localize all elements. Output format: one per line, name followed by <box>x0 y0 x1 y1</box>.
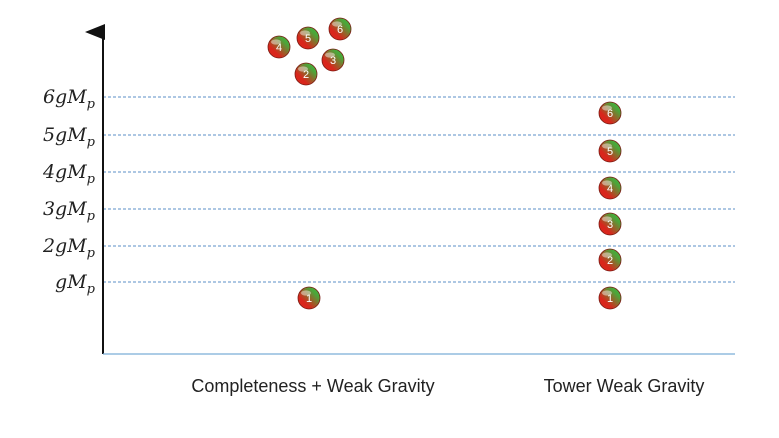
gridlines <box>103 96 735 283</box>
level-subscript: p <box>87 135 96 150</box>
tower-ball-label: 2 <box>607 255 613 267</box>
level-symbol: gM <box>55 86 87 108</box>
completeness-ball-5: 5 <box>296 26 320 50</box>
tower-balls: 1 2 3 4 5 6 <box>598 101 622 310</box>
completeness-ball-3: 3 <box>321 48 345 72</box>
completeness-ball-label: 1 <box>306 293 312 305</box>
level-subscript: p <box>87 246 96 261</box>
level-subscript: p <box>87 97 96 112</box>
tower-ball-1: 1 <box>598 286 622 310</box>
level-coef: 2 <box>42 235 55 257</box>
level-label-6: 6gMp <box>43 86 96 112</box>
tower-ball-label: 1 <box>607 293 613 305</box>
completeness-ball-label: 6 <box>337 24 343 36</box>
level-symbol: gM <box>55 124 87 146</box>
tower-ball-6: 6 <box>598 101 622 125</box>
level-label-3: 3gMp <box>43 198 96 224</box>
level-coef: 3 <box>43 198 55 220</box>
tower-ball-label: 5 <box>607 146 613 158</box>
level-subscript: p <box>87 172 96 187</box>
completeness-ball-2: 2 <box>294 62 318 86</box>
tower-ball-label: 3 <box>607 219 613 231</box>
completeness-ball-label: 5 <box>305 33 311 45</box>
completeness-ball-label: 4 <box>276 42 282 54</box>
level-symbol: gM <box>55 235 87 257</box>
completeness-balls: 1 2 3 4 5 6 <box>267 17 352 310</box>
level-label-1: gMp <box>55 271 96 297</box>
level-subscript: p <box>87 209 96 224</box>
level-label-4: 4gMp <box>42 161 96 187</box>
tower-ball-3: 3 <box>598 212 622 236</box>
level-symbol: gM <box>55 198 87 220</box>
completeness-ball-1: 1 <box>297 286 321 310</box>
tower-ball-2: 2 <box>598 248 622 272</box>
level-symbol: gM <box>55 271 87 293</box>
level-subscript: p <box>87 282 96 297</box>
level-symbol: gM <box>55 161 87 183</box>
level-label-5: 5gMp <box>43 124 96 150</box>
tower-ball-label: 4 <box>607 183 613 195</box>
completeness-ball-label: 2 <box>303 69 309 81</box>
tower-ball-4: 4 <box>598 176 622 200</box>
completeness-ball-label: 3 <box>330 55 336 67</box>
level-coef: 4 <box>42 161 55 183</box>
column-label-completeness: Completeness + Weak Gravity <box>191 376 434 396</box>
level-coef: 5 <box>43 124 55 146</box>
tower-ball-label: 6 <box>607 108 613 120</box>
level-coef: 6 <box>43 86 55 108</box>
tower-ball-5: 5 <box>598 139 622 163</box>
completeness-ball-6: 6 <box>328 17 352 41</box>
level-label-2: 2gMp <box>42 235 96 261</box>
column-label-tower: Tower Weak Gravity <box>544 376 705 396</box>
completeness-ball-4: 4 <box>267 35 291 59</box>
